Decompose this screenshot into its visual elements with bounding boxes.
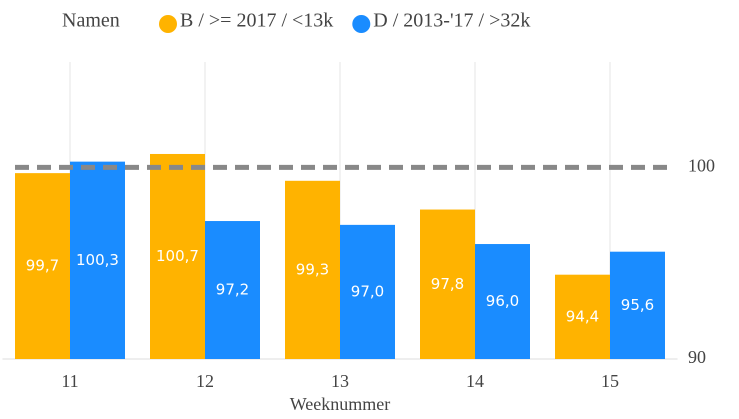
data-label: 100,7 — [156, 247, 199, 265]
bar — [475, 244, 530, 359]
x-tick-label: 11 — [61, 371, 78, 391]
data-label: 97,0 — [351, 282, 384, 300]
bar — [340, 224, 395, 359]
bar — [555, 274, 610, 359]
data-label: 100,3 — [76, 251, 119, 269]
x-tick-label: 14 — [466, 371, 484, 391]
x-tick-label: 13 — [331, 371, 349, 391]
x-tick-label: 15 — [601, 371, 619, 391]
data-label: 99,7 — [26, 257, 59, 275]
y-tick-label: 100 — [688, 156, 715, 176]
x-axis-label: Weeknummer — [290, 394, 391, 414]
bar — [150, 153, 205, 359]
bar — [610, 251, 665, 359]
legend-swatch — [352, 15, 371, 33]
legend-label: D / 2013-'17 / >32k — [373, 10, 530, 32]
data-label: 97,8 — [431, 275, 464, 293]
bar — [420, 209, 475, 359]
bar — [70, 161, 125, 359]
data-label: 94,4 — [566, 307, 599, 325]
bar — [205, 221, 260, 359]
y-tick-label: 90 — [688, 347, 706, 367]
legend-label: B / >= 2017 / <13k — [180, 10, 333, 32]
bar — [285, 180, 340, 359]
data-label: 99,3 — [296, 260, 329, 278]
legend-title: Namen — [62, 10, 120, 32]
x-tick-label: 12 — [196, 371, 214, 391]
data-label: 96,0 — [486, 292, 519, 310]
data-label: 97,2 — [216, 281, 249, 299]
data-label: 95,6 — [621, 296, 654, 314]
bar — [15, 173, 70, 359]
legend-swatch — [159, 15, 177, 33]
